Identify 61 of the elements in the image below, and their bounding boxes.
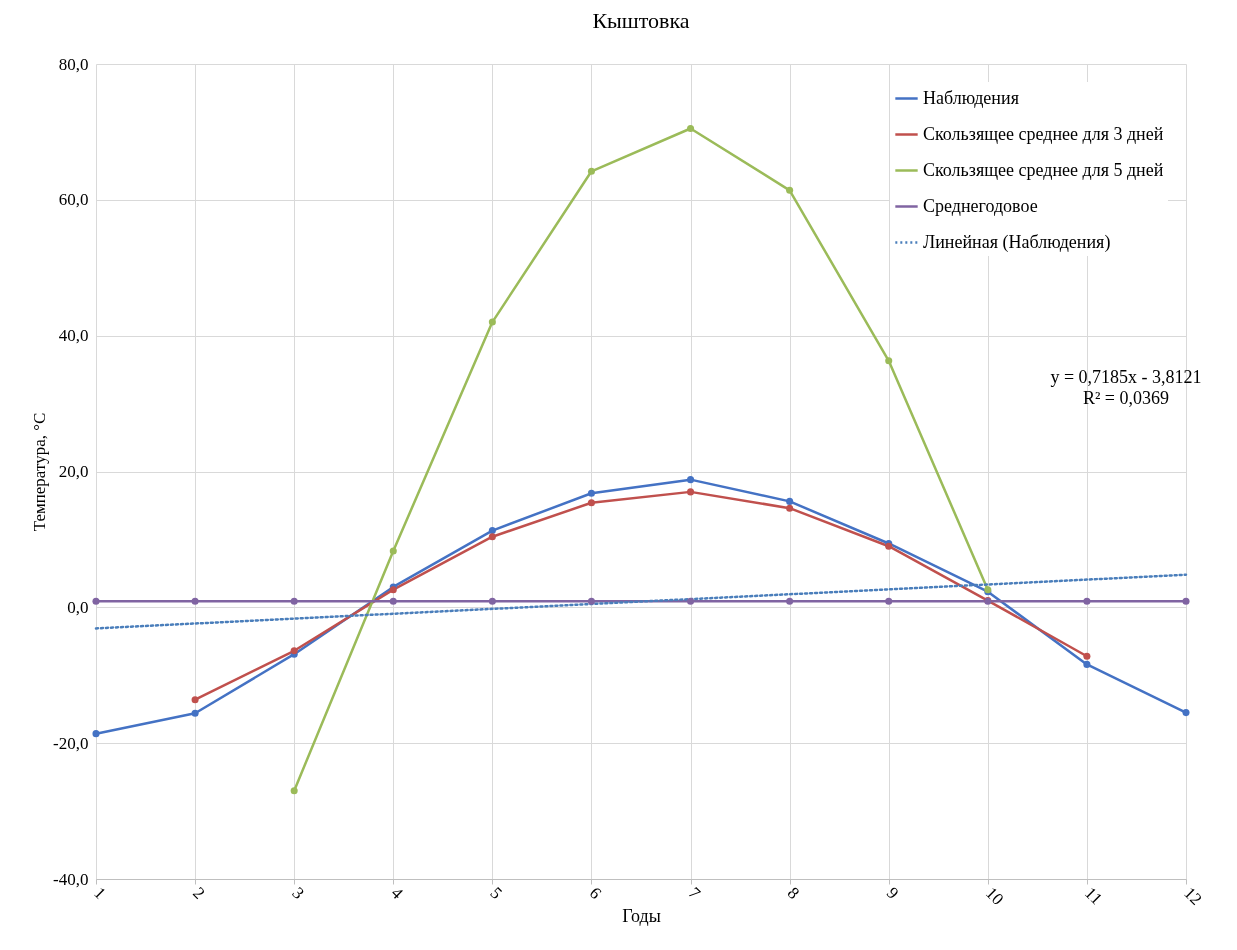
point <box>290 787 298 795</box>
point <box>290 597 298 605</box>
x-tick-label: 8 <box>783 883 804 903</box>
point <box>1182 709 1190 717</box>
point <box>1083 660 1091 668</box>
point <box>488 533 496 541</box>
y-tick-label: -20,0 <box>53 733 89 753</box>
point <box>1083 652 1091 660</box>
x-tick-label: 1 <box>90 883 110 903</box>
legend-label: Скользящее среднее для 3 дней <box>923 123 1164 144</box>
point <box>687 124 695 133</box>
legend-label: Наблюдения <box>923 87 1019 108</box>
x-tick-label: 12 <box>1180 883 1206 909</box>
x-tick-label: 10 <box>981 883 1008 909</box>
y-tick-label: 40,0 <box>58 326 89 346</box>
point <box>587 489 595 497</box>
chart-title: Кыштовка <box>592 8 690 33</box>
point <box>786 504 794 512</box>
point <box>92 730 100 738</box>
point <box>488 597 496 605</box>
point <box>389 547 397 555</box>
y-tick-label: 0,0 <box>67 597 89 617</box>
point <box>687 597 695 605</box>
point <box>389 597 397 605</box>
point <box>191 696 199 704</box>
x-tick-label: 4 <box>387 883 408 904</box>
annotation: y = 0,7185x - 3,8121 <box>1050 366 1202 387</box>
y-tick-label: 20,0 <box>58 462 89 481</box>
point <box>786 497 794 505</box>
point <box>587 167 595 175</box>
x-tick-label: 2 <box>189 883 209 903</box>
x-tick-label: 7 <box>684 883 705 904</box>
point <box>92 597 100 605</box>
x-tick-label: 3 <box>288 883 308 903</box>
point <box>587 499 595 507</box>
y-tick-label: 60,0 <box>58 190 89 210</box>
x-tick-label: 9 <box>882 883 903 903</box>
y-axis-title: Температура, °C <box>30 412 50 532</box>
point <box>885 357 893 365</box>
point <box>885 597 893 605</box>
x-tick-label: 5 <box>486 883 506 903</box>
annotation: R² = 0,0369 <box>1082 387 1170 408</box>
y-tick-label: 80,0 <box>58 54 89 74</box>
x-tick-label: 6 <box>585 883 606 903</box>
x-tick-label: 11 <box>1081 883 1107 909</box>
point <box>587 597 595 605</box>
point <box>488 527 496 535</box>
point <box>191 597 199 605</box>
legend-label: Линейная (Наблюдения) <box>923 231 1111 253</box>
point <box>191 709 199 717</box>
point <box>687 476 695 484</box>
legend-label: Скользящее среднее для 5 дней <box>923 159 1164 180</box>
point <box>1182 597 1190 605</box>
x-axis-title: Годы <box>622 906 661 927</box>
y-tick-label: -40,0 <box>53 869 89 889</box>
point <box>488 318 496 326</box>
point <box>1083 597 1091 605</box>
point <box>687 488 695 496</box>
point <box>786 186 794 194</box>
legend-label: Среднегодовое <box>923 195 1038 216</box>
point <box>786 597 794 605</box>
